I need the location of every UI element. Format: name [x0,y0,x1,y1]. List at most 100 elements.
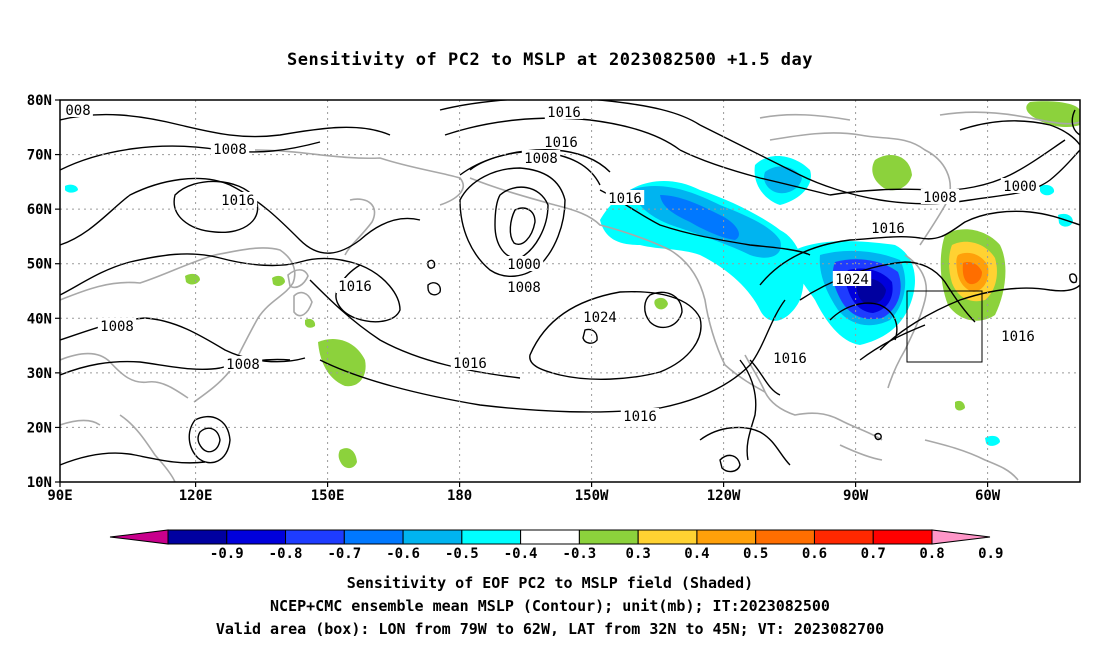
colorbar-swatch [637,529,698,545]
colorbar-label: 0.9 [978,546,1003,562]
caption-contour: NCEP+CMC ensemble mean MSLP (Contour); u… [270,597,830,615]
svg-text:1016: 1016 [547,105,581,121]
contour-label: 1016 [868,220,908,237]
colorbar-label: -0.8 [269,546,303,562]
colorbar-swatch [520,529,580,545]
colorbar-swatch [343,529,404,545]
colorbar-label: 0.8 [919,546,944,562]
shade-cyan-caribbean [985,435,1000,446]
colorbar-swatch [578,529,639,545]
shade-blue-pacific-nw [660,195,740,240]
lon-tick-label: 150E [311,488,345,504]
latitude-labels: 80N 70N 60N 50N 40N 30N 20N 10N [27,93,60,491]
svg-text:1000: 1000 [1003,179,1037,195]
colorbar-label: -0.7 [327,546,361,562]
colorbar-swatch [755,529,815,545]
lon-tick-label: 60W [975,488,1001,504]
colorbar-label: 0.7 [861,546,886,562]
contour-label: 1016 [620,408,660,425]
svg-text:008: 008 [65,103,90,119]
contour-label: 1008 [920,189,960,206]
svg-text:1016: 1016 [453,356,487,372]
svg-text:1024: 1024 [583,310,617,326]
svg-text:1008: 1008 [226,357,260,373]
colorbar-swatch [285,529,345,545]
contour-label: 1016 [450,355,490,372]
valid-area-box [906,290,983,363]
longitude-labels: 90E 120E 150E 180 150W 120W 90W 60W [47,482,1001,504]
lat-tick-label: 60N [27,202,52,218]
colorbar-label: 0.5 [743,546,768,562]
colorbar-label: 0.6 [802,546,827,562]
contour-label: 1008 [504,279,544,296]
map-title: Sensitivity of PC2 to MSLP at 2023082500… [286,50,813,70]
coastlines [60,111,1080,482]
lon-tick-label: 120W [707,488,741,504]
map-frame [59,99,1081,483]
shade-lightblue-canada-north [764,166,802,194]
lon-tick-label: 90E [47,488,72,504]
contour-label: 1016 [998,328,1038,345]
colorbar-label: -0.5 [445,546,479,562]
contour-label: 1008 [97,318,137,335]
lat-tick-label: 40N [27,311,52,327]
colorbar-label: -0.3 [563,546,597,562]
contour-label: 1008 [521,150,561,167]
shade-cyan-pacific-nw [600,181,804,321]
shade-darkorange-atlantic [962,262,982,285]
caption-valid-area: Valid area (box): LON from 79W to 62W, L… [215,620,885,638]
lat-tick-label: 20N [27,420,52,436]
svg-text:1024: 1024 [835,272,869,288]
contour-label: 1000 [504,256,544,273]
colorbar-label: -0.6 [386,546,420,562]
colorbar-swatch [226,529,287,545]
shade-green-central-pacific [654,297,668,310]
lat-tick-label: 70N [27,148,52,164]
svg-text:1016: 1016 [608,191,642,207]
colorbar-swatch [167,529,228,545]
lat-tick-label: 50N [27,257,52,273]
colorbar-label: -0.4 [504,546,538,562]
svg-text:1016: 1016 [623,409,657,425]
lon-tick-label: 150W [575,488,609,504]
contour-label: 1008 [223,356,263,373]
contour-label: 1016 [605,190,645,207]
colorbar-low-triangle [109,529,169,545]
contour-label: 1008 [210,141,250,158]
contour-label: 1024 [580,309,620,326]
svg-text:1008: 1008 [100,319,134,335]
svg-text:1008: 1008 [524,151,558,167]
svg-text:1008: 1008 [213,142,247,158]
shade-green-asia [185,273,200,285]
shade-cyan-northatlantic [1040,184,1055,196]
contour-label: 1024 [832,271,872,288]
svg-text:1016: 1016 [221,193,255,209]
svg-text:1016: 1016 [544,135,578,151]
contour-label: 008 [63,102,93,119]
colorbar-label: 0.3 [626,546,651,562]
lon-tick-label: 90W [843,488,869,504]
svg-text:1016: 1016 [1001,329,1035,345]
contour-label: 1016 [541,134,581,151]
contour-label: 1016 [544,104,584,121]
colorbar-label: 0.4 [684,546,709,562]
colorbar: -0.9 -0.8 -0.7 -0.6 -0.5 -0.4 -0.3 0.3 0.4 0.5 0.6… [109,529,1003,562]
contour-label: 1016 [218,192,258,209]
svg-text:1016: 1016 [773,351,807,367]
contour-label: 1000 [1000,178,1040,195]
colorbar-high-triangle [931,529,991,545]
colorbar-swatch [402,529,463,545]
svg-text:1016: 1016 [338,279,372,295]
lat-tick-label: 10N [27,475,52,491]
svg-text:1008: 1008 [923,190,957,206]
shade-green-pacific-3 [305,318,316,328]
lon-tick-label: 180 [447,488,472,504]
colorbar-label: -0.9 [210,546,244,562]
svg-text:1008: 1008 [507,280,541,296]
svg-text:1016: 1016 [871,221,905,237]
shade-green-pacific-small [338,448,357,469]
colorbar-swatch [872,529,933,545]
caption-shaded: Sensitivity of EOF PC2 to MSLP field (Sh… [346,574,754,592]
colorbar-swatch [813,529,874,545]
